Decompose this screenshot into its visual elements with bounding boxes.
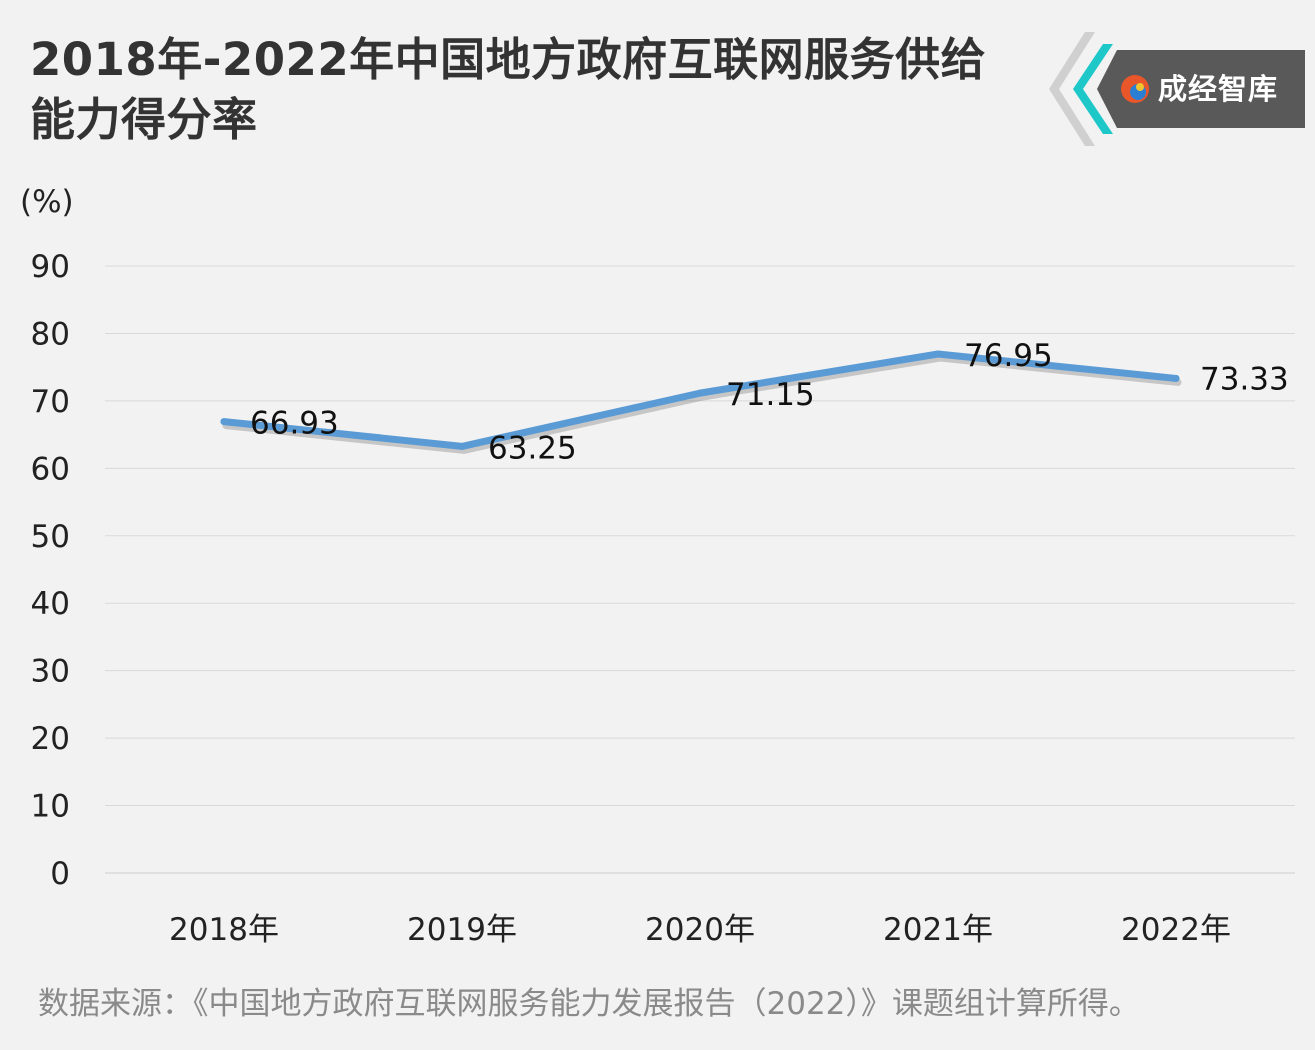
x-tick-label: 2021年 bbox=[883, 912, 993, 948]
x-tick-label: 2020年 bbox=[645, 912, 755, 948]
data-point bbox=[458, 442, 466, 450]
series-line-shadow bbox=[222, 354, 1182, 454]
y-tick-label: 10 bbox=[31, 789, 70, 825]
brand-name: 成经智库 bbox=[1158, 72, 1279, 106]
y-tick-label: 0 bbox=[50, 856, 70, 892]
y-tick-label: 90 bbox=[31, 249, 70, 285]
source-note: 数据来源：《中国地方政府互联网服务能力发展报告（2022）》课题组计算所得。 bbox=[38, 986, 1140, 1022]
y-tick-label: 80 bbox=[31, 316, 70, 352]
data-label: 63.25 bbox=[488, 430, 577, 466]
y-tick-label: 70 bbox=[31, 384, 70, 420]
x-tick-label: 2019年 bbox=[407, 912, 517, 948]
y-tick-label: 50 bbox=[31, 519, 70, 555]
y-axis-unit: (%) bbox=[20, 184, 74, 220]
brand-logo bbox=[1049, 32, 1305, 146]
data-point bbox=[696, 389, 704, 397]
data-label: 73.33 bbox=[1200, 361, 1289, 397]
data-point bbox=[1172, 374, 1180, 382]
x-tick-label: 2018年 bbox=[169, 912, 279, 948]
data-label: 66.93 bbox=[250, 406, 339, 442]
y-tick-label: 60 bbox=[31, 451, 70, 487]
data-label: 76.95 bbox=[964, 338, 1053, 374]
y-tick-label: 30 bbox=[31, 654, 70, 690]
data-point bbox=[220, 418, 228, 426]
data-label: 71.15 bbox=[726, 377, 815, 413]
chart-title: 2018年-2022年中国地方政府互联网服务供给能力得分率 bbox=[30, 33, 987, 146]
logo-chevron-outer bbox=[1049, 32, 1095, 146]
y-tick-label: 20 bbox=[31, 721, 70, 757]
data-point bbox=[934, 350, 942, 358]
logo-chevron-inner bbox=[1073, 44, 1113, 134]
y-tick-label: 40 bbox=[31, 586, 70, 622]
logo-box bbox=[1097, 50, 1305, 128]
x-tick-label: 2022年 bbox=[1121, 912, 1231, 948]
